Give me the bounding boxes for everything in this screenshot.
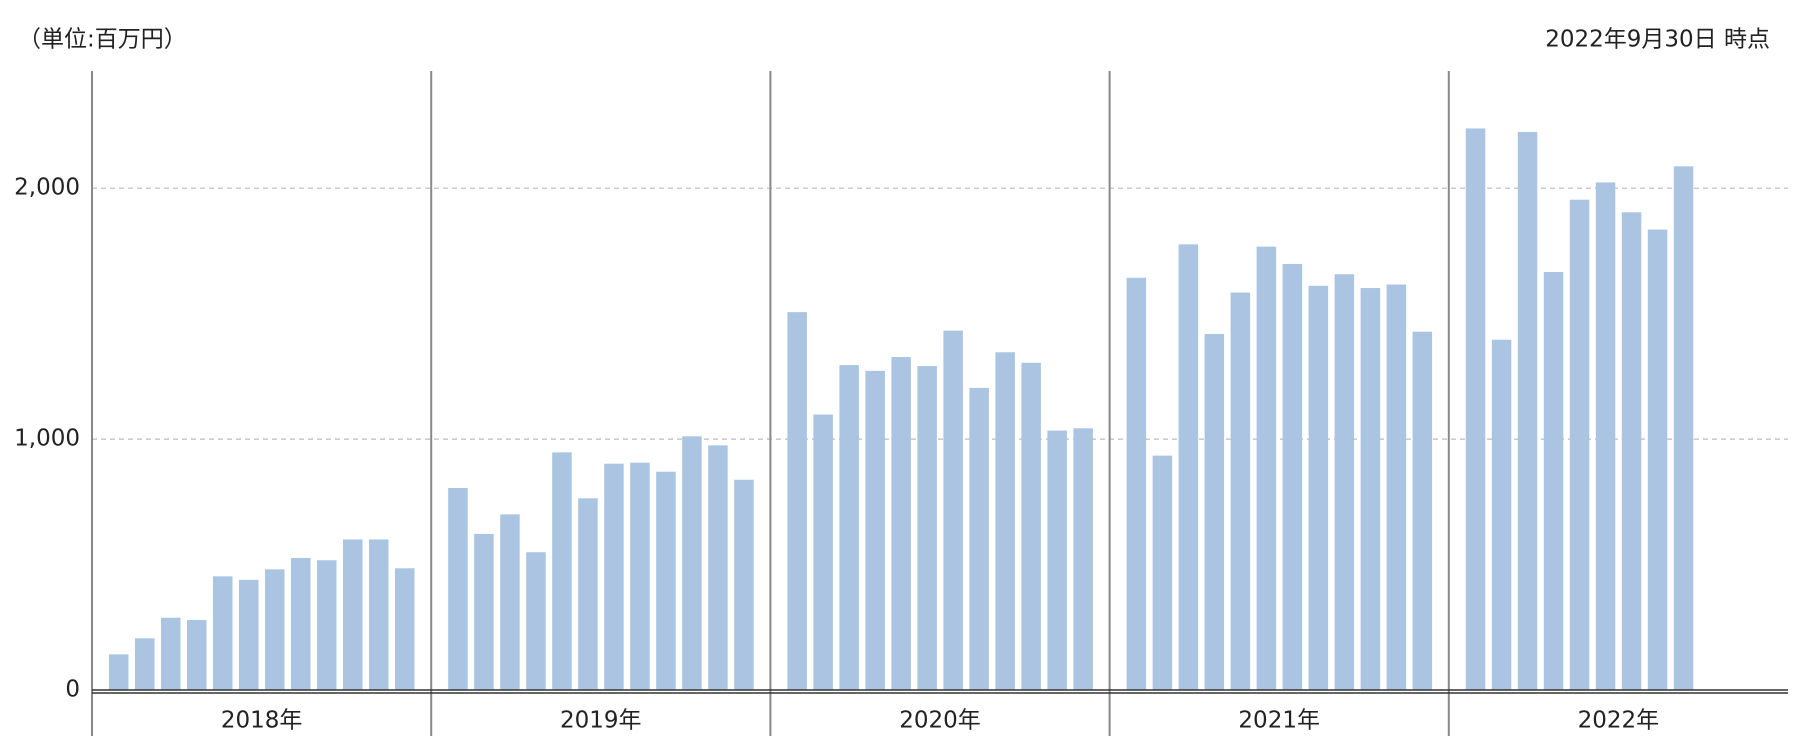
as-of-date: 2022年9月30日 時点 — [1545, 27, 1770, 53]
bar — [839, 365, 859, 690]
bar — [734, 479, 754, 690]
bar — [395, 568, 415, 690]
x-group-label: 2020年 — [899, 708, 981, 734]
bar — [1152, 455, 1173, 690]
bar — [1465, 128, 1486, 690]
x-group-label: 2019年 — [560, 708, 642, 734]
bar — [969, 387, 989, 690]
bar — [656, 471, 676, 690]
bar — [109, 654, 129, 690]
bar — [1230, 292, 1251, 690]
bar — [369, 539, 389, 690]
bar — [1386, 284, 1407, 690]
bar — [187, 619, 207, 690]
bar — [213, 576, 233, 690]
bar — [1334, 274, 1355, 690]
bar — [1621, 212, 1642, 690]
y-tick-label: 1,000 — [14, 426, 80, 452]
bar — [630, 462, 650, 690]
bar — [865, 370, 885, 690]
x-group-label: 2018年 — [221, 708, 303, 734]
bar — [135, 638, 155, 690]
bar — [813, 414, 833, 690]
bar — [1360, 288, 1381, 690]
bar — [317, 560, 337, 690]
bar — [1543, 271, 1564, 690]
bar — [1282, 263, 1303, 690]
bar — [604, 463, 624, 690]
bar — [239, 579, 259, 690]
x-group-label: 2022年 — [1578, 708, 1660, 734]
bar — [526, 552, 546, 690]
bar — [1412, 331, 1433, 690]
bar — [1021, 362, 1041, 690]
bar — [500, 514, 520, 690]
bar — [682, 436, 702, 690]
bar — [474, 533, 494, 690]
bar — [943, 330, 963, 690]
bar — [917, 366, 937, 690]
bar — [1647, 229, 1668, 690]
bar — [343, 539, 363, 690]
bar — [1569, 199, 1590, 690]
bar — [1491, 339, 1512, 690]
bar — [578, 498, 598, 690]
bar — [1047, 430, 1067, 690]
bar — [1126, 277, 1147, 690]
bar — [1595, 182, 1616, 690]
bar — [1204, 333, 1225, 690]
unit-label: （単位:百万円） — [18, 27, 187, 53]
bar — [1256, 246, 1277, 690]
y-tick-label: 0 — [65, 677, 80, 703]
bar — [787, 312, 807, 690]
bar — [995, 352, 1015, 690]
bar — [1517, 131, 1538, 690]
bar — [1178, 244, 1199, 690]
bar — [265, 569, 285, 690]
bar — [291, 558, 311, 690]
bar — [891, 357, 911, 690]
bar — [1308, 285, 1329, 690]
x-group-label: 2021年 — [1238, 708, 1320, 734]
bar — [552, 452, 572, 690]
bar — [1673, 166, 1694, 691]
bar — [708, 445, 728, 690]
bar — [1073, 428, 1093, 690]
bar — [448, 488, 468, 690]
y-tick-label: 2,000 — [14, 175, 80, 201]
bar — [161, 617, 181, 690]
